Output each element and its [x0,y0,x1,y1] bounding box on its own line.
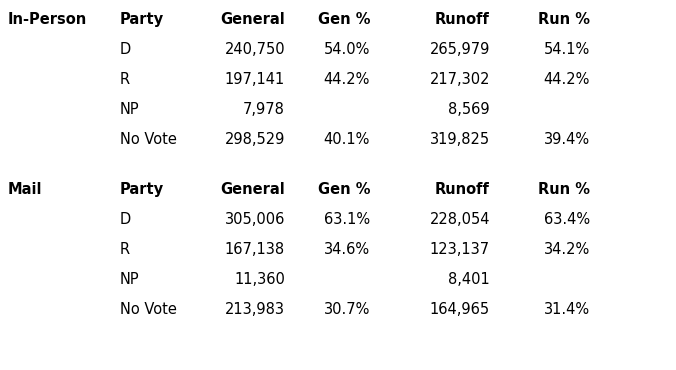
Text: 34.2%: 34.2% [544,242,590,257]
Text: No Vote: No Vote [120,132,177,147]
Text: 167,138: 167,138 [225,242,285,257]
Text: 298,529: 298,529 [224,132,285,147]
Text: Gen %: Gen % [318,182,370,197]
Text: 63.4%: 63.4% [544,212,590,227]
Text: 30.7%: 30.7% [324,302,370,317]
Text: R: R [120,72,130,87]
Text: D: D [120,42,131,57]
Text: 8,569: 8,569 [448,102,490,117]
Text: Run %: Run % [538,12,590,27]
Text: 164,965: 164,965 [430,302,490,317]
Text: 44.2%: 44.2% [544,72,590,87]
Text: Runoff: Runoff [435,12,490,27]
Text: Run %: Run % [538,182,590,197]
Text: 39.4%: 39.4% [544,132,590,147]
Text: 240,750: 240,750 [224,42,285,57]
Text: General: General [220,182,285,197]
Text: General: General [220,12,285,27]
Text: Party: Party [120,12,164,27]
Text: 319,825: 319,825 [430,132,490,147]
Text: 44.2%: 44.2% [324,72,370,87]
Text: R: R [120,242,130,257]
Text: 305,006: 305,006 [224,212,285,227]
Text: 54.1%: 54.1% [544,42,590,57]
Text: Gen %: Gen % [318,12,370,27]
Text: NP: NP [120,102,140,117]
Text: 8,401: 8,401 [448,272,490,287]
Text: 63.1%: 63.1% [324,212,370,227]
Text: 7,978: 7,978 [243,102,285,117]
Text: Party: Party [120,182,164,197]
Text: 197,141: 197,141 [224,72,285,87]
Text: 54.0%: 54.0% [324,42,370,57]
Text: 34.6%: 34.6% [324,242,370,257]
Text: 40.1%: 40.1% [324,132,370,147]
Text: NP: NP [120,272,140,287]
Text: Mail: Mail [8,182,43,197]
Text: 213,983: 213,983 [225,302,285,317]
Text: 11,360: 11,360 [234,272,285,287]
Text: D: D [120,212,131,227]
Text: 265,979: 265,979 [430,42,490,57]
Text: In-Person: In-Person [8,12,87,27]
Text: 123,137: 123,137 [430,242,490,257]
Text: 31.4%: 31.4% [544,302,590,317]
Text: Runoff: Runoff [435,182,490,197]
Text: No Vote: No Vote [120,302,177,317]
Text: 228,054: 228,054 [429,212,490,227]
Text: 217,302: 217,302 [429,72,490,87]
